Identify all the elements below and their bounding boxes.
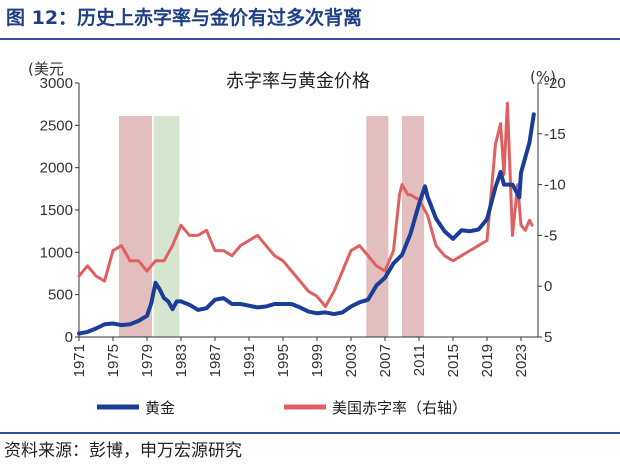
- top-rule: [0, 38, 620, 40]
- deficit-rate-line: [77, 101, 534, 308]
- right-tick-label-4: -15: [544, 126, 566, 143]
- right-tick-label-0: 5: [544, 329, 552, 346]
- legend-gold-label: 黄金: [145, 399, 175, 417]
- right-tick-label-2: -5: [544, 227, 557, 244]
- x-tick-label-12: 2019: [479, 344, 496, 377]
- left-axis-unit: (美元: [28, 60, 64, 78]
- chart: 赤字率与黄金价格 (美元 (%) 0 500 1000 1500 2000 2500 300…: [28, 60, 566, 417]
- x-tick-label-10: 2011: [411, 344, 428, 376]
- left-tick-label-3: 1500: [40, 202, 73, 219]
- x-tick-label-4: 1987: [207, 344, 224, 377]
- x-tick-label-0: 1971: [71, 344, 88, 377]
- bottom-rule: [0, 432, 620, 434]
- left-tick-label-6: 3000: [40, 75, 73, 92]
- x-tick-label-11: 2015: [445, 344, 462, 377]
- legend-deficit-label: 美国赤字率（右轴）: [332, 399, 467, 417]
- figure-title: 图 12：历史上赤字率与金价有过多次背离: [6, 7, 363, 29]
- x-tick-label-13: 2023: [513, 344, 530, 377]
- x-tick-label-7: 1999: [309, 344, 326, 377]
- left-tick-label-2: 1000: [40, 244, 73, 261]
- x-tick-label-8: 2003: [343, 344, 360, 377]
- left-tick-label-0: 0: [65, 329, 73, 346]
- x-tick-label-9: 2007: [377, 344, 394, 377]
- right-tick-label-1: 0: [544, 278, 552, 295]
- x-tick-label-6: 1995: [275, 344, 292, 377]
- shaded-period-2: [366, 116, 389, 337]
- x-axis-ticks: 1971 1975 1979 1983 1987 1991 1995 1999 2003 2007…: [71, 337, 530, 377]
- chart-title: 赤字率与黄金价格: [226, 71, 370, 92]
- right-tick-label-3: -10: [544, 177, 566, 194]
- series-lines: [77, 101, 536, 336]
- left-tick-label-5: 2500: [40, 117, 73, 134]
- source-note: 资料来源：彭博，申万宏源研究: [4, 441, 242, 461]
- right-tick-label-5: -20: [544, 75, 566, 92]
- x-tick-label-2: 1979: [139, 344, 156, 377]
- legend: 黄金 美国赤字率（右轴）: [97, 399, 467, 417]
- gold-price-line: [77, 112, 536, 336]
- shaded-period-0: [118, 116, 153, 337]
- axes: [78, 83, 539, 338]
- x-tick-label-1: 1975: [105, 344, 122, 377]
- right-axis-unit: (%): [530, 68, 556, 86]
- right-axis-ticks: 5 0 -5 -10 -15 -20: [538, 75, 566, 346]
- x-tick-label-5: 1991: [241, 344, 258, 377]
- x-tick-label-3: 1983: [173, 344, 190, 377]
- left-tick-label-4: 2000: [40, 160, 73, 177]
- left-tick-label-1: 500: [48, 287, 73, 304]
- left-axis-ticks: 0 500 1000 1500 2000 2500 3000: [40, 75, 79, 346]
